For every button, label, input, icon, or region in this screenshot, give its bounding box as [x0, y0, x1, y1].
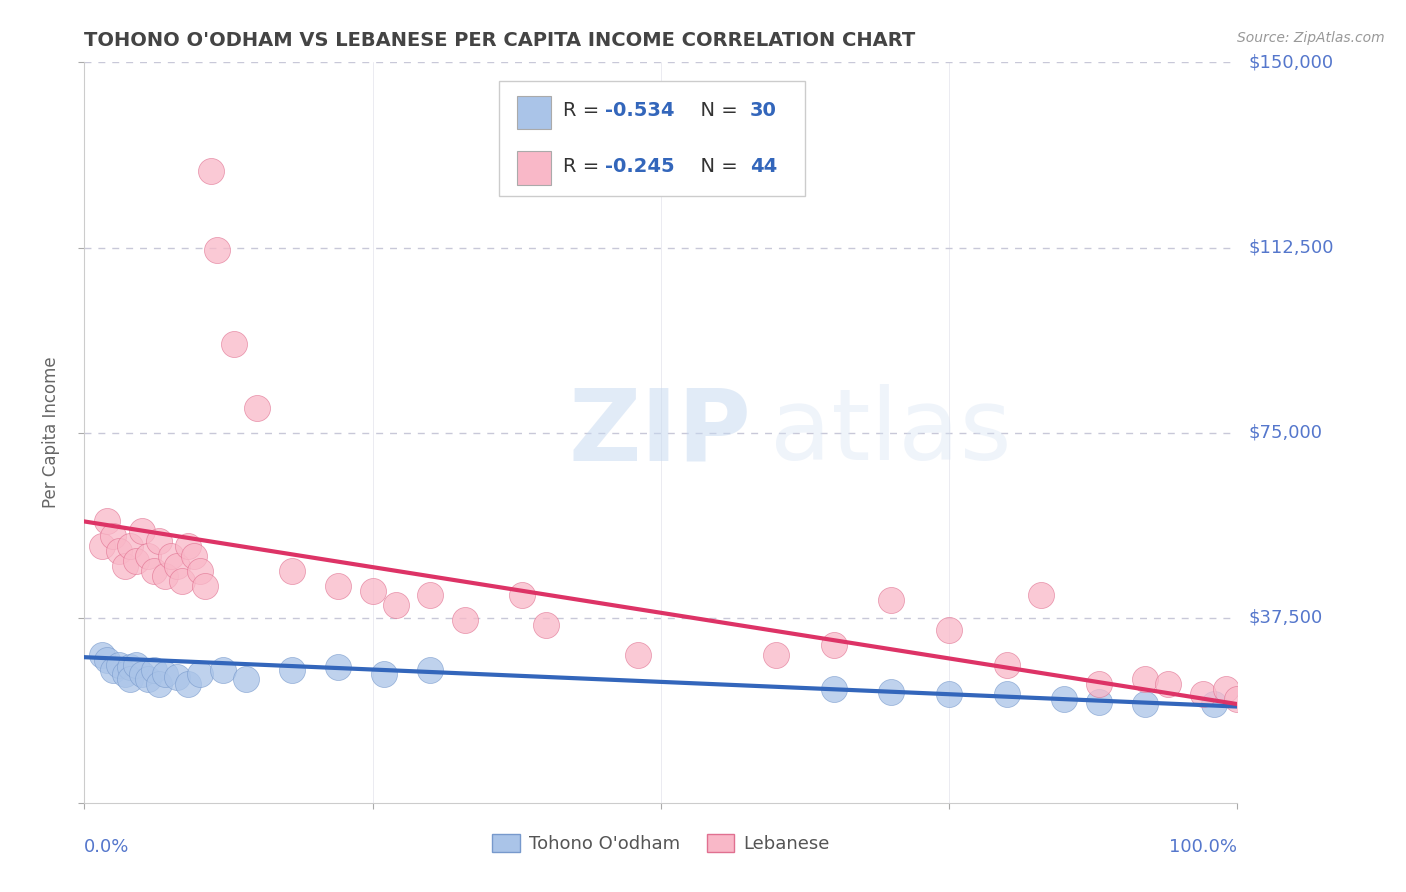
Point: [995, 687, 1018, 701]
Text: N =: N =: [689, 101, 745, 120]
Point: [1226, 692, 1249, 706]
Point: [384, 599, 406, 613]
Point: [131, 524, 153, 539]
Point: [1157, 677, 1180, 691]
Text: 44: 44: [749, 157, 778, 176]
Text: 0.0%: 0.0%: [84, 838, 129, 855]
Point: [211, 663, 233, 677]
Point: [880, 593, 903, 607]
Point: [177, 677, 200, 691]
Point: [142, 663, 165, 677]
Point: [177, 539, 200, 553]
Point: [880, 685, 903, 699]
Point: [148, 677, 170, 691]
Point: [148, 534, 170, 549]
Y-axis label: Per Capita Income: Per Capita Income: [42, 357, 60, 508]
Point: [512, 589, 534, 603]
Text: TOHONO O'ODHAM VS LEBANESE PER CAPITA INCOME CORRELATION CHART: TOHONO O'ODHAM VS LEBANESE PER CAPITA IN…: [84, 30, 915, 50]
Point: [454, 613, 477, 627]
Point: [90, 648, 112, 662]
FancyBboxPatch shape: [517, 152, 551, 185]
Point: [373, 667, 395, 681]
Point: [419, 663, 441, 677]
Point: [1088, 677, 1111, 691]
Text: atlas: atlas: [770, 384, 1012, 481]
Point: [125, 554, 148, 568]
Point: [281, 663, 304, 677]
Text: 100.0%: 100.0%: [1170, 838, 1237, 855]
Point: [108, 657, 131, 672]
Point: [108, 544, 131, 558]
Point: [1204, 697, 1226, 711]
Point: [1053, 692, 1076, 706]
Legend: Tohono O'odham, Lebanese: Tohono O'odham, Lebanese: [485, 827, 837, 861]
Point: [160, 549, 183, 563]
Point: [153, 568, 176, 582]
Text: R =: R =: [562, 157, 606, 176]
Point: [120, 660, 142, 674]
Point: [1031, 589, 1053, 603]
FancyBboxPatch shape: [499, 81, 806, 195]
Text: $37,500: $37,500: [1249, 608, 1323, 627]
Point: [90, 539, 112, 553]
Text: ZIP: ZIP: [568, 384, 751, 481]
Point: [96, 653, 118, 667]
Point: [194, 579, 217, 593]
Text: R =: R =: [562, 101, 606, 120]
Point: [188, 667, 211, 681]
Text: $112,500: $112,500: [1249, 238, 1334, 257]
Point: [1133, 697, 1156, 711]
Point: [103, 663, 124, 677]
Text: 30: 30: [749, 101, 776, 120]
Point: [534, 618, 557, 632]
Point: [103, 529, 124, 543]
Point: [131, 667, 153, 681]
Point: [96, 515, 118, 529]
Point: [188, 564, 211, 578]
Point: [627, 648, 650, 662]
Point: [326, 579, 349, 593]
Point: [224, 336, 246, 351]
Text: $150,000: $150,000: [1249, 54, 1333, 71]
Point: [1215, 682, 1237, 697]
Point: [200, 164, 222, 178]
Point: [765, 648, 787, 662]
Point: [419, 589, 441, 603]
Point: [153, 667, 176, 681]
Point: [205, 243, 228, 257]
Text: N =: N =: [689, 157, 745, 176]
Point: [114, 667, 136, 681]
Point: [183, 549, 205, 563]
Point: [823, 682, 845, 697]
Point: [166, 670, 188, 684]
Text: Source: ZipAtlas.com: Source: ZipAtlas.com: [1237, 31, 1385, 45]
Point: [281, 564, 304, 578]
Point: [114, 558, 136, 573]
Point: [246, 401, 269, 415]
Point: [326, 660, 349, 674]
Point: [995, 657, 1018, 672]
Point: [1191, 687, 1213, 701]
Point: [125, 657, 148, 672]
Point: [136, 549, 159, 563]
Text: $75,000: $75,000: [1249, 424, 1323, 442]
Point: [235, 673, 257, 687]
Point: [172, 574, 194, 588]
Point: [120, 673, 142, 687]
Text: -0.534: -0.534: [606, 101, 675, 120]
Point: [823, 638, 845, 652]
Point: [166, 558, 188, 573]
Point: [1088, 695, 1111, 709]
Point: [136, 673, 159, 687]
Point: [120, 539, 142, 553]
Point: [938, 623, 960, 637]
FancyBboxPatch shape: [517, 95, 551, 129]
Point: [938, 687, 960, 701]
Point: [1133, 673, 1156, 687]
Point: [361, 583, 384, 598]
Text: -0.245: -0.245: [606, 157, 675, 176]
Point: [142, 564, 165, 578]
